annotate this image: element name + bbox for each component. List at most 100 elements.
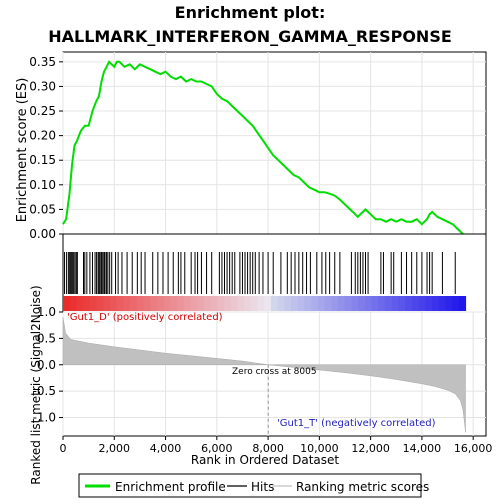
color-bar-segment xyxy=(270,296,279,311)
color-bar-segment xyxy=(425,296,433,311)
xtick-label: 6,000 xyxy=(201,442,233,455)
color-bar-segment xyxy=(445,296,453,311)
color-bar-segment xyxy=(311,296,319,311)
metric-yaxis-ticks: -1.0 -0.5 0.0 0.5 1.0 xyxy=(33,305,63,425)
legend-ranking-label: Ranking metric scores xyxy=(296,480,429,494)
color-bar-segment xyxy=(143,296,151,311)
color-bar-segment xyxy=(83,296,91,311)
color-bar-segment xyxy=(277,296,285,311)
xtick-label: 2,000 xyxy=(99,442,131,455)
hit-ticks xyxy=(64,252,456,294)
color-bar-segment xyxy=(378,296,386,311)
color-bar-segment xyxy=(116,296,124,311)
es-ylabel: Enrichment score (ES) xyxy=(15,78,30,223)
color-bar-segment xyxy=(197,296,205,311)
color-bar-segment xyxy=(136,296,145,311)
color-bar-segment xyxy=(398,296,406,311)
color-bar-segment xyxy=(431,296,440,311)
color-bar-segment xyxy=(331,296,339,311)
color-bar-segment xyxy=(304,296,312,311)
color-bar-segment xyxy=(418,296,426,311)
color-bar-segment xyxy=(163,296,171,311)
color-bar-segment xyxy=(223,296,232,311)
color-bar-segment xyxy=(257,296,265,311)
legend-enrichment-label: Enrichment profile xyxy=(115,480,226,494)
color-bar-segment xyxy=(170,296,178,311)
xaxis-label: Rank in Ordered Dataset xyxy=(191,453,339,467)
ranked-list-color-bar xyxy=(63,296,467,311)
es-yaxis-ticks: 0.00 0.05 0.10 0.15 0.20 0.25 0.30 0.35 xyxy=(29,55,63,241)
xtick-label: 12,000 xyxy=(351,442,390,455)
es-ytick-label: 0.15 xyxy=(29,153,56,167)
color-bar-segment xyxy=(391,296,400,311)
color-bar-segment xyxy=(177,296,185,311)
color-bar-segment xyxy=(291,296,299,311)
color-bar-segment xyxy=(405,296,413,311)
metric-ytick-label: 1.0 xyxy=(37,305,56,319)
color-bar-segment xyxy=(210,296,218,311)
legend-box xyxy=(78,473,422,498)
zero-cross-annotation: Zero cross at 8005 xyxy=(232,367,317,377)
color-bar-segment xyxy=(89,296,98,311)
color-bar-segment xyxy=(217,296,225,311)
xtick-label: 16,000 xyxy=(454,442,493,455)
xtick-label: 14,000 xyxy=(403,442,442,455)
negative-correlation-label: 'Gut1_T' (negatively correlated) xyxy=(277,418,436,429)
color-bar-segment xyxy=(371,296,379,311)
es-ytick-label: 0.30 xyxy=(29,79,56,93)
es-ytick-label: 0.00 xyxy=(29,227,56,241)
metric-ytick-label: 0.5 xyxy=(37,331,56,345)
color-bar-segment xyxy=(324,296,332,311)
color-bar-segment xyxy=(76,296,84,311)
color-bar-segment xyxy=(250,296,259,311)
color-bar-segment xyxy=(364,296,373,311)
color-bar-segment xyxy=(317,296,326,311)
color-bar-segment xyxy=(130,296,138,311)
color-bar-segment xyxy=(237,296,245,311)
color-bar-segment xyxy=(156,296,165,311)
es-ytick-label: 0.25 xyxy=(29,104,56,118)
color-bar-segment xyxy=(203,296,212,311)
metric-ytick-label: -1.0 xyxy=(33,411,56,425)
color-bar-segment xyxy=(351,296,359,311)
color-bar-segment xyxy=(190,296,198,311)
color-bar-segment xyxy=(96,296,104,311)
color-bar-segment xyxy=(438,296,446,311)
color-bar-segment xyxy=(230,296,239,311)
metric-ytick-label: 0.0 xyxy=(37,358,56,372)
color-bar-segment xyxy=(297,296,306,311)
chart-title-line1: Enrichment plot: xyxy=(175,3,326,22)
xtick-label: 8,000 xyxy=(252,442,284,455)
color-bar-segment xyxy=(63,296,71,311)
ranking-metric-area xyxy=(62,317,466,433)
color-bar-segment xyxy=(338,296,346,311)
color-bar-segment xyxy=(150,296,158,311)
color-bar-segment xyxy=(109,296,118,311)
es-grid xyxy=(62,52,486,235)
color-bar-segment xyxy=(183,296,192,311)
legend-hits-label: Hits xyxy=(251,480,274,494)
color-bar-segment xyxy=(123,296,131,311)
color-bar-segment xyxy=(284,296,292,311)
positive-correlation-label: 'Gut1_D' (positively correlated) xyxy=(67,312,223,323)
color-bar-segment xyxy=(358,296,366,311)
xtick-label: 10,000 xyxy=(300,442,339,455)
color-bar-segment xyxy=(344,296,353,311)
es-ytick-label: 0.05 xyxy=(29,202,56,216)
es-ytick-label: 0.20 xyxy=(29,129,56,143)
metric-ytick-label: -0.5 xyxy=(33,384,56,398)
color-bar-segment xyxy=(244,296,252,311)
color-bar-segment xyxy=(452,296,460,311)
color-bar-segment xyxy=(264,296,272,311)
metric-ylabel: Ranked list metric (Signal2Noise) xyxy=(29,285,43,484)
chart-title-line2: HALLMARK_INTERFERON_GAMMA_RESPONSE xyxy=(48,27,452,46)
enrichment-profile-line xyxy=(62,60,464,235)
color-bar-segment xyxy=(103,296,111,311)
color-bar-segment xyxy=(69,296,78,311)
xtick-label: 4,000 xyxy=(150,442,182,455)
es-ytick-label: 0.35 xyxy=(29,55,56,69)
color-bar-segment xyxy=(384,296,393,311)
color-bar-segment xyxy=(458,296,467,311)
es-panel-frame xyxy=(62,51,487,235)
